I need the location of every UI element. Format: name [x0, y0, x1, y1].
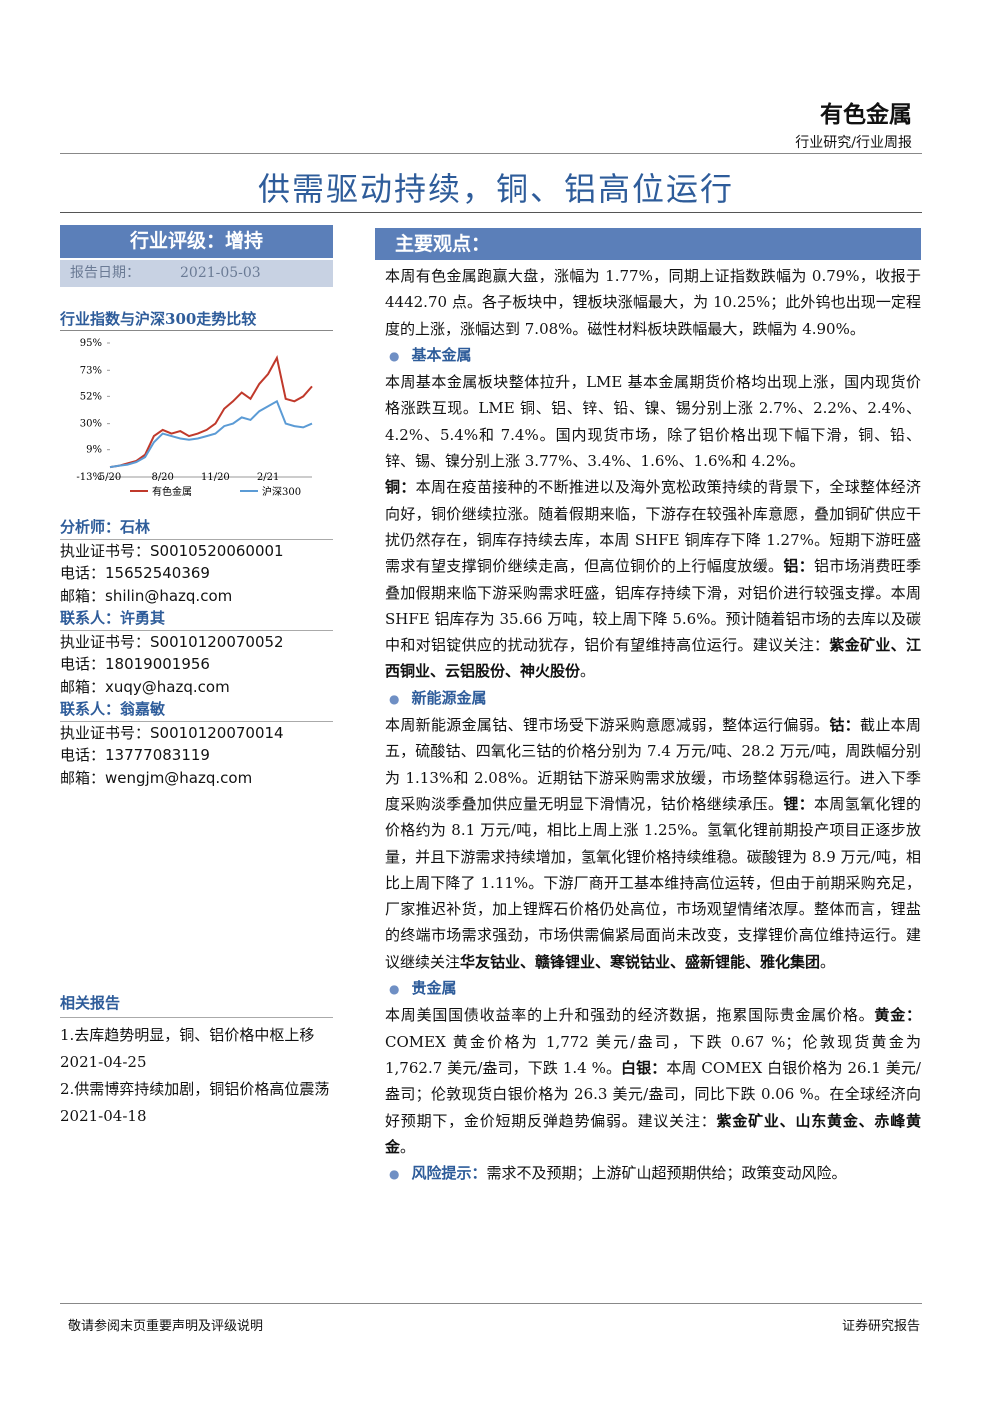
x-tick-label: 8/20 [151, 472, 173, 483]
text-run: 截止本周五，硫酸钴、四氧化三钴的价格分别为 7.4 万元/吨、28.2 万元/吨… [385, 716, 921, 813]
main-points: 本周有色金属跑赢大盘，涨幅为 1.77%，同期上证指数跌幅为 0.79%，收报于… [385, 263, 921, 1187]
chart: 95% 73% 52% 30% 9% -13%5/20 8/20 11/20 2/21 有色金属 沪… [76, 338, 313, 498]
related-reports: 相关报告 1.去库趋势明显，铜、铝价格中枢上移 2021-04-25 2.供需博弈… [60, 990, 333, 1130]
date-label: 报告日期： [70, 265, 140, 281]
contact-phone: 电话：13777083119 [60, 746, 210, 764]
text-run: 。 [580, 662, 596, 681]
rating: 行业评级：增持 [60, 225, 333, 258]
related-title: 相关报告 [60, 990, 333, 1018]
paragraph: 铜：本周在疫苗接种的不断推进以及海外宽松政策持续的背景下，全球整体经济向好，铜价… [385, 474, 921, 684]
section-heading: 新能源金属 [385, 685, 921, 712]
main-title-bar: 主要观点： [375, 228, 921, 260]
related-item: 2.供需博弈持续加剧，铜铝价格高位震荡 2021-04-18 [60, 1080, 330, 1125]
paragraph: 本周美国国债收益率的上升和强劲的经济数据，拖累国际贵金属价格。黄金： COMEX … [385, 1002, 921, 1160]
text-run: 锂： [783, 794, 815, 813]
contact-phone: 电话：15652540369 [60, 564, 210, 582]
text-run: 铝市场消费旺季叠加假期来临下游采购需求旺盛，铝库存持续下滑，对铝价进行较强支撑。… [385, 557, 921, 655]
text-run: 华友钴业、赣锋锂业、寒锐钴业、盛新锂能、雅化集团 [460, 952, 821, 971]
rule [60, 330, 333, 331]
text-run: 铝： [783, 557, 815, 576]
section-heading: 贵金属 [385, 975, 921, 1002]
date: 2021-05-03 [180, 265, 261, 281]
risk-text: 需求不及预期；上游矿山超预期供给；政策变动风险。 [486, 1164, 847, 1183]
legend-label: 有色金属 [152, 485, 192, 498]
paragraph: 本周有色金属跑赢大盘，涨幅为 1.77%，同期上证指数跌幅为 0.79%，收报于… [385, 263, 921, 342]
section-heading: 基本金属 [385, 342, 921, 369]
text-run: 。 [820, 952, 836, 971]
contact-role: 联系人：翁嘉敏 [60, 698, 333, 722]
contact-email: 邮箱：wengjm@hazq.com [60, 768, 253, 787]
x-tick-label: 2/21 [257, 472, 279, 483]
paragraph: 本周新能源金属钴、锂市场受下游采购意愿减弱，整体运行偏弱。钴：截止本周五，硫酸钴… [385, 712, 921, 975]
date-bar: 报告日期： 2021-05-03 [60, 260, 333, 287]
text-run: 本周新能源金属钴、锂市场受下游采购意愿减弱，整体运行偏弱。 [385, 716, 830, 735]
text-run: 铜： [385, 478, 416, 497]
legend-label: 沪深300 [262, 485, 301, 498]
text-run: 紫金矿业、山东黄金、赤峰黄金 [385, 1111, 921, 1156]
x-tick-label: 5/20 [99, 472, 121, 483]
report-title: 供需驱动持续，铜、铝高位运行 [257, 170, 734, 208]
text-run: 本周美国国债收益率的上升和强劲的经济数据，拖累国际贵金属价格。 [385, 1006, 875, 1025]
report-type: 行业研究/行业周报 [795, 135, 912, 151]
contact-role: 分析师：石林 [60, 516, 333, 540]
rule [60, 153, 922, 154]
contact-license: 执业证书号：S0010520060001 [60, 541, 284, 560]
footer-right: 证券研究报告 [841, 1319, 920, 1334]
paragraph: 本周基本金属板块整体拉升，LME 基本金属期货价格均出现上涨，国内现货价格涨跌互… [385, 369, 921, 474]
footer-left: 敬请参阅末页重要声明及评级说明 [68, 1319, 264, 1334]
contact-phone: 电话：18019001956 [60, 655, 210, 673]
rule [60, 212, 922, 213]
contact-license: 执业证书号：S0010120070052 [60, 632, 284, 651]
sector: 有色金属 [820, 101, 912, 128]
text-run: COMEX 黄金价格为 1,772 美元/盎司，下跌 0.67 %；伦敦现货黄金… [385, 1032, 921, 1077]
chart-title: 行业指数与沪深300走势比较 [60, 310, 257, 328]
text-run: 。 [400, 1137, 416, 1156]
main-title: 主要观点： [395, 233, 491, 255]
text-run: 本周 COMEX 白银价格为 26.1 美元/盎司；伦敦现货白银价格为 26.3… [385, 1058, 921, 1130]
text-run: 白银： [621, 1058, 667, 1077]
risk-heading: 风险提示： [385, 1164, 487, 1182]
y-tick-label: 73% [80, 365, 102, 376]
contacts: 分析师：石林 执业证书号：S0010520060001 电话：15652540369… [60, 516, 333, 789]
text-run: 本周有色金属跑赢大盘，涨幅为 1.77%，同期上证指数跌幅为 0.79%，收报于… [385, 267, 921, 338]
series-line [109, 355, 313, 469]
contact-license: 执业证书号：S0010120070014 [60, 723, 284, 742]
contact-email: 邮箱：shilin@hazq.com [60, 586, 233, 605]
text-run: 紫金矿业、江西铜业、云铝股份、神火股份 [385, 636, 921, 681]
x-tick-label: 11/20 [201, 472, 230, 483]
y-tick-label: 95% [80, 338, 102, 349]
text-run: 本周氢氧化锂的价格约为 8.1 万元/吨，相比上周上涨 1.25%。氢氧化锂前期… [385, 794, 921, 971]
y-tick-label: -13% [76, 472, 102, 483]
related-item: 1.去库趋势明显，铜、铝价格中枢上移 2021-04-25 [60, 1026, 315, 1071]
text-run: 黄金： [874, 1006, 921, 1025]
y-tick-label: 30% [80, 419, 102, 430]
text-run: 本周在疫苗接种的不断推进以及海外宽松政策持续的背景下，全球整体经济向好，铜价继续… [385, 478, 921, 576]
risk: 风险提示：需求不及预期；上游矿山超预期供给；政策变动风险。 [385, 1160, 921, 1187]
text-run: 本周基本金属板块整体拉升，LME 基本金属期货价格均出现上涨，国内现货价格涨跌互… [385, 373, 921, 471]
rule [60, 1303, 922, 1304]
y-tick-label: 9% [86, 445, 102, 456]
y-tick-label: 52% [80, 391, 102, 402]
text-run: 钴： [829, 716, 861, 735]
contact-email: 邮箱：xuqy@hazq.com [60, 677, 230, 696]
series-line [109, 399, 313, 469]
contact-role: 联系人：许勇其 [60, 607, 333, 631]
